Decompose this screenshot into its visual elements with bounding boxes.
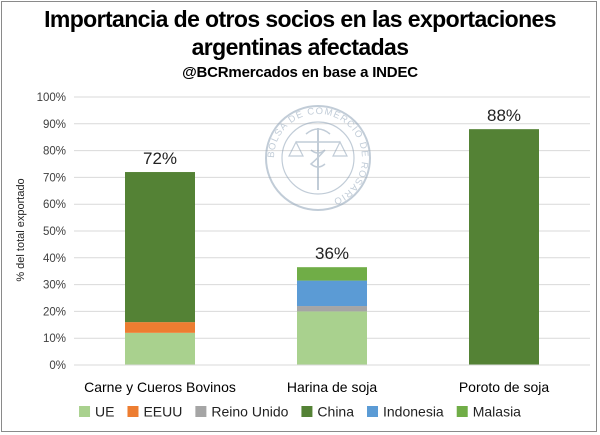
chart-title-line-1: Importancia de otros socios en las expor… [44, 6, 556, 32]
legend-swatch [456, 406, 468, 417]
y-tick-label: 10% [43, 333, 66, 345]
bar-segment-eeuu [125, 322, 195, 333]
y-tick-label: 30% [43, 280, 66, 292]
legend-label: EEUU [143, 404, 182, 420]
y-tick-label: 50% [43, 226, 66, 238]
category-label: Harina de soja [287, 379, 377, 395]
chart-subtitle: @BCRmercados en base a INDEC [182, 64, 418, 81]
legend-swatch [127, 406, 139, 417]
category-label: Carne y Cueros Bovinos [84, 379, 236, 395]
y-axis-label: % del total exportado [15, 178, 27, 281]
bcr-seal-watermark-icon: BOLSA DE COMERCIO DE ROSARIO [265, 105, 371, 211]
y-tick-label: 40% [43, 253, 66, 265]
y-tick-label: 20% [43, 306, 66, 318]
legend-swatch [301, 406, 313, 417]
legend-label: UE [95, 404, 114, 420]
total-label: 88% [487, 106, 521, 125]
legend-label: China [317, 404, 354, 420]
legend-swatch [195, 406, 207, 417]
y-tick-label: 100% [37, 92, 66, 104]
y-tick-label: 90% [43, 119, 66, 131]
legend-label: Reino Unido [211, 404, 288, 420]
legend: UE EEUU Reino Unido China Indonesia Malasia [79, 404, 521, 420]
y-tick-label: 60% [43, 199, 66, 211]
legend-swatch [367, 406, 379, 417]
bar-segment-china [469, 129, 539, 365]
bar-segment-ue [125, 332, 195, 365]
category-labels: Carne y Cueros Bovinos Harina de soja Poro… [84, 379, 549, 395]
chart-title-line-2: argentinas afectadas [191, 34, 409, 60]
bar-segment-malasia [297, 267, 367, 281]
y-tick-label: 0% [49, 360, 66, 372]
legend-label: Indonesia [383, 404, 444, 420]
bar-segment-reino-unido [297, 306, 367, 312]
legend-label: Malasia [473, 404, 521, 420]
total-label: 72% [143, 149, 177, 168]
bar-segment-ue [297, 311, 367, 365]
bar-segment-china [125, 172, 195, 323]
category-label: Poroto de soja [459, 379, 549, 395]
total-labels: 72% 36% 88% [143, 106, 521, 263]
legend-swatch [79, 406, 91, 417]
bars [125, 129, 539, 365]
y-tick-labels: 0% 10% 20% 30% 40% 50% 60% 70% 80% 90% 100% [37, 92, 66, 372]
y-tick-label: 80% [43, 146, 66, 158]
total-label: 36% [315, 244, 349, 263]
bar-segment-indonesia [297, 280, 367, 307]
y-tick-label: 70% [43, 172, 66, 184]
